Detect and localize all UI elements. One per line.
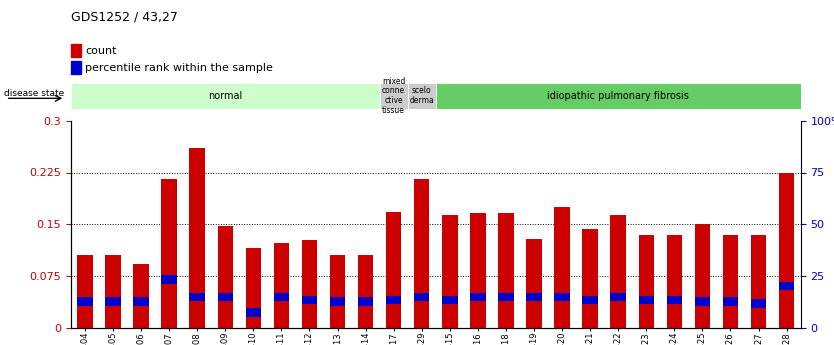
Text: mixed
conne
ctive
tissue: mixed conne ctive tissue xyxy=(382,77,405,115)
Bar xyxy=(751,235,766,328)
Bar xyxy=(442,296,458,304)
Bar xyxy=(610,293,626,301)
Bar xyxy=(218,226,233,328)
Bar xyxy=(639,235,654,328)
Bar xyxy=(274,293,289,301)
Bar xyxy=(302,296,317,304)
Bar xyxy=(189,148,205,328)
Bar xyxy=(555,293,570,301)
Bar xyxy=(610,215,626,328)
Bar xyxy=(245,308,261,317)
Bar xyxy=(386,212,401,328)
Bar xyxy=(133,264,148,328)
Bar xyxy=(274,243,289,328)
Bar xyxy=(408,83,435,109)
Text: scelo
derma: scelo derma xyxy=(409,86,435,105)
Bar xyxy=(582,296,598,304)
Bar xyxy=(470,213,485,328)
Bar xyxy=(639,296,654,304)
Bar xyxy=(526,293,542,301)
Bar xyxy=(442,215,458,328)
Bar xyxy=(666,296,682,304)
Bar xyxy=(329,297,345,306)
Bar xyxy=(695,297,710,306)
Bar xyxy=(105,297,121,306)
Bar xyxy=(329,255,345,328)
Bar xyxy=(162,179,177,328)
Text: percentile rank within the sample: percentile rank within the sample xyxy=(85,63,274,73)
Bar xyxy=(386,296,401,304)
Bar xyxy=(105,255,121,328)
Text: idiopathic pulmonary fibrosis: idiopathic pulmonary fibrosis xyxy=(547,91,689,101)
Bar xyxy=(358,255,374,328)
Text: count: count xyxy=(85,46,117,56)
Bar xyxy=(78,255,93,328)
Bar xyxy=(470,293,485,301)
Bar xyxy=(358,297,374,306)
Bar xyxy=(133,297,148,306)
Bar xyxy=(723,297,738,306)
Bar xyxy=(751,299,766,308)
Bar xyxy=(245,248,261,328)
Bar xyxy=(666,235,682,328)
Bar xyxy=(723,235,738,328)
Bar xyxy=(71,61,81,74)
Bar xyxy=(498,293,514,301)
Bar xyxy=(78,297,93,306)
Text: normal: normal xyxy=(208,91,243,101)
Bar xyxy=(71,44,81,57)
Bar xyxy=(555,207,570,328)
Bar xyxy=(414,179,430,328)
Bar xyxy=(414,293,430,301)
Bar xyxy=(435,83,801,109)
Bar xyxy=(218,293,233,301)
Text: disease state: disease state xyxy=(3,89,63,98)
Bar xyxy=(302,240,317,328)
Bar xyxy=(189,293,205,301)
Bar xyxy=(71,83,379,109)
Bar xyxy=(779,282,794,290)
Bar xyxy=(582,229,598,328)
Bar xyxy=(162,275,177,284)
Bar xyxy=(695,224,710,328)
Bar xyxy=(498,213,514,328)
Bar xyxy=(379,83,408,109)
Text: GDS1252 / 43,27: GDS1252 / 43,27 xyxy=(71,10,178,23)
Bar xyxy=(526,239,542,328)
Bar xyxy=(779,173,794,328)
